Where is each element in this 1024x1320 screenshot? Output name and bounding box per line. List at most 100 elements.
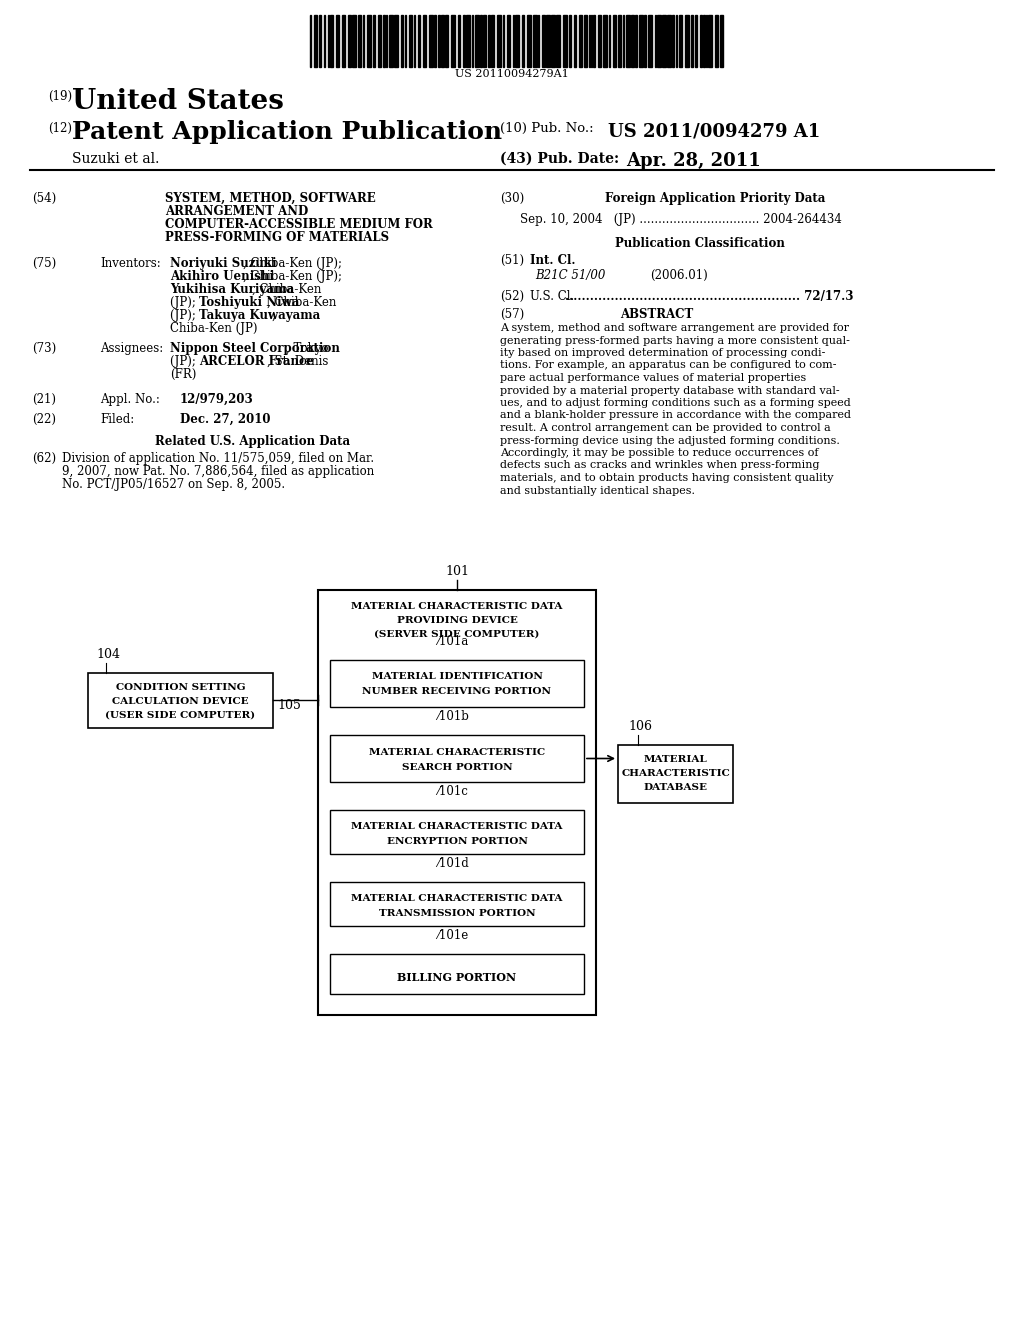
Bar <box>574 15 575 67</box>
Bar <box>418 15 420 67</box>
Bar <box>330 735 584 781</box>
Bar <box>348 15 351 67</box>
Text: , St. Denis: , St. Denis <box>267 355 329 368</box>
Bar <box>639 15 643 67</box>
Text: 104: 104 <box>96 648 120 661</box>
Text: , Chiba-Ken: , Chiba-Ken <box>253 282 322 296</box>
Text: U.S. Cl.: U.S. Cl. <box>530 290 574 304</box>
Text: Yukihisa Kuriyama: Yukihisa Kuriyama <box>170 282 294 296</box>
Text: tions. For example, an apparatus can be configured to com-: tions. For example, an apparatus can be … <box>500 360 837 371</box>
Bar <box>635 15 637 67</box>
Text: (73): (73) <box>32 342 56 355</box>
Bar <box>367 15 371 67</box>
Bar <box>451 15 455 67</box>
Bar <box>626 15 630 67</box>
Text: (30): (30) <box>500 191 524 205</box>
Text: Assignees:: Assignees: <box>100 342 163 355</box>
Text: , Chiba-Ken: , Chiba-Ken <box>267 296 336 309</box>
Text: (FR): (FR) <box>170 368 197 381</box>
Text: ⁄101c: ⁄101c <box>437 785 468 799</box>
Bar <box>644 15 646 67</box>
Text: A system, method and software arrangement are provided for: A system, method and software arrangemen… <box>500 323 849 333</box>
Bar <box>691 15 693 67</box>
Bar <box>631 15 634 67</box>
Text: (10) Pub. No.:: (10) Pub. No.: <box>500 121 594 135</box>
Bar <box>598 15 601 67</box>
Text: PRESS-FORMING OF MATERIALS: PRESS-FORMING OF MATERIALS <box>165 231 389 244</box>
Text: Nippon Steel Corporation: Nippon Steel Corporation <box>170 342 340 355</box>
Text: press-forming device using the adjusted forming conditions.: press-forming device using the adjusted … <box>500 436 840 446</box>
Bar <box>352 15 356 67</box>
Text: result. A control arrangement can be provided to control a: result. A control arrangement can be pro… <box>500 422 830 433</box>
Bar <box>389 15 393 67</box>
Text: MATERIAL: MATERIAL <box>644 755 708 764</box>
Text: 106: 106 <box>628 719 652 733</box>
Text: Division of application No. 11/575,059, filed on Mar.: Division of application No. 11/575,059, … <box>62 451 374 465</box>
Bar <box>88 673 273 729</box>
Text: ENCRYPTION PORTION: ENCRYPTION PORTION <box>387 837 527 846</box>
Text: and substantially identical shapes.: and substantially identical shapes. <box>500 486 695 495</box>
Text: MATERIAL CHARACTERISTIC: MATERIAL CHARACTERISTIC <box>369 748 545 756</box>
Text: ⁄101b: ⁄101b <box>437 710 469 723</box>
Text: CALCULATION DEVICE: CALCULATION DEVICE <box>113 697 249 706</box>
Bar <box>507 15 510 67</box>
Bar <box>336 15 339 67</box>
Text: TRANSMISSION PORTION: TRANSMISSION PORTION <box>379 909 536 917</box>
Bar <box>703 15 705 67</box>
Text: US 20110094279A1: US 20110094279A1 <box>455 69 569 79</box>
Bar <box>569 15 571 67</box>
Bar <box>458 15 460 67</box>
Bar <box>563 15 567 67</box>
Text: (2006.01): (2006.01) <box>650 269 708 282</box>
Bar <box>423 15 426 67</box>
Text: Int. Cl.: Int. Cl. <box>530 253 575 267</box>
Bar <box>394 15 398 67</box>
Bar <box>613 15 616 67</box>
Text: ,: , <box>271 309 275 322</box>
Text: 101: 101 <box>445 565 469 578</box>
Text: Takuya Kuwayama: Takuya Kuwayama <box>199 309 321 322</box>
Bar <box>685 15 689 67</box>
Bar <box>330 810 584 854</box>
Text: SEARCH PORTION: SEARCH PORTION <box>401 763 512 772</box>
Text: NUMBER RECEIVING PORTION: NUMBER RECEIVING PORTION <box>362 686 552 696</box>
Bar <box>603 15 607 67</box>
Text: (22): (22) <box>32 413 56 426</box>
Bar <box>445 15 449 67</box>
Text: ABSTRACT: ABSTRACT <box>620 308 693 321</box>
Text: (75): (75) <box>32 257 56 271</box>
Text: , Chiba-Ken (JP);: , Chiba-Ken (JP); <box>243 271 342 282</box>
Text: SYSTEM, METHOD, SOFTWARE: SYSTEM, METHOD, SOFTWARE <box>165 191 376 205</box>
Bar <box>662 15 666 67</box>
Text: Sep. 10, 2004   (JP) ................................ 2004-264434: Sep. 10, 2004 (JP) .....................… <box>520 213 842 226</box>
Bar <box>319 15 321 67</box>
Text: pare actual performance values of material properties: pare actual performance values of materi… <box>500 374 806 383</box>
Text: generating press-formed parts having a more consistent qual-: generating press-formed parts having a m… <box>500 335 850 346</box>
Text: ⁄101a: ⁄101a <box>437 635 468 648</box>
Bar <box>515 15 519 67</box>
Text: US 2011/0094279 A1: US 2011/0094279 A1 <box>608 121 820 140</box>
Text: ARRANGEMENT AND: ARRANGEMENT AND <box>165 205 308 218</box>
Bar <box>330 15 333 67</box>
Text: (54): (54) <box>32 191 56 205</box>
Text: ARCELOR France: ARCELOR France <box>199 355 313 368</box>
Text: No. PCT/JP05/16527 on Sep. 8, 2005.: No. PCT/JP05/16527 on Sep. 8, 2005. <box>62 478 285 491</box>
Text: (43) Pub. Date:: (43) Pub. Date: <box>500 152 620 166</box>
Bar <box>438 15 440 67</box>
Text: MATERIAL CHARACTERISTIC DATA: MATERIAL CHARACTERISTIC DATA <box>351 602 562 611</box>
Text: 9, 2007, now Pat. No. 7,886,564, filed as application: 9, 2007, now Pat. No. 7,886,564, filed a… <box>62 465 374 478</box>
Bar <box>314 15 317 67</box>
Text: MATERIAL CHARACTERISTIC DATA: MATERIAL CHARACTERISTIC DATA <box>351 894 562 903</box>
Bar <box>383 15 385 67</box>
Bar <box>466 15 470 67</box>
Text: (62): (62) <box>32 451 56 465</box>
Text: and a blank-holder pressure in accordance with the compared: and a blank-holder pressure in accordanc… <box>500 411 851 421</box>
Text: Chiba-Ken (JP): Chiba-Ken (JP) <box>170 322 257 335</box>
Text: Dec. 27, 2010: Dec. 27, 2010 <box>180 413 270 426</box>
Bar <box>409 15 412 67</box>
Text: Publication Classification: Publication Classification <box>615 238 784 249</box>
Bar <box>434 15 436 67</box>
Bar <box>579 15 582 67</box>
Bar <box>667 15 671 67</box>
Bar <box>648 15 652 67</box>
